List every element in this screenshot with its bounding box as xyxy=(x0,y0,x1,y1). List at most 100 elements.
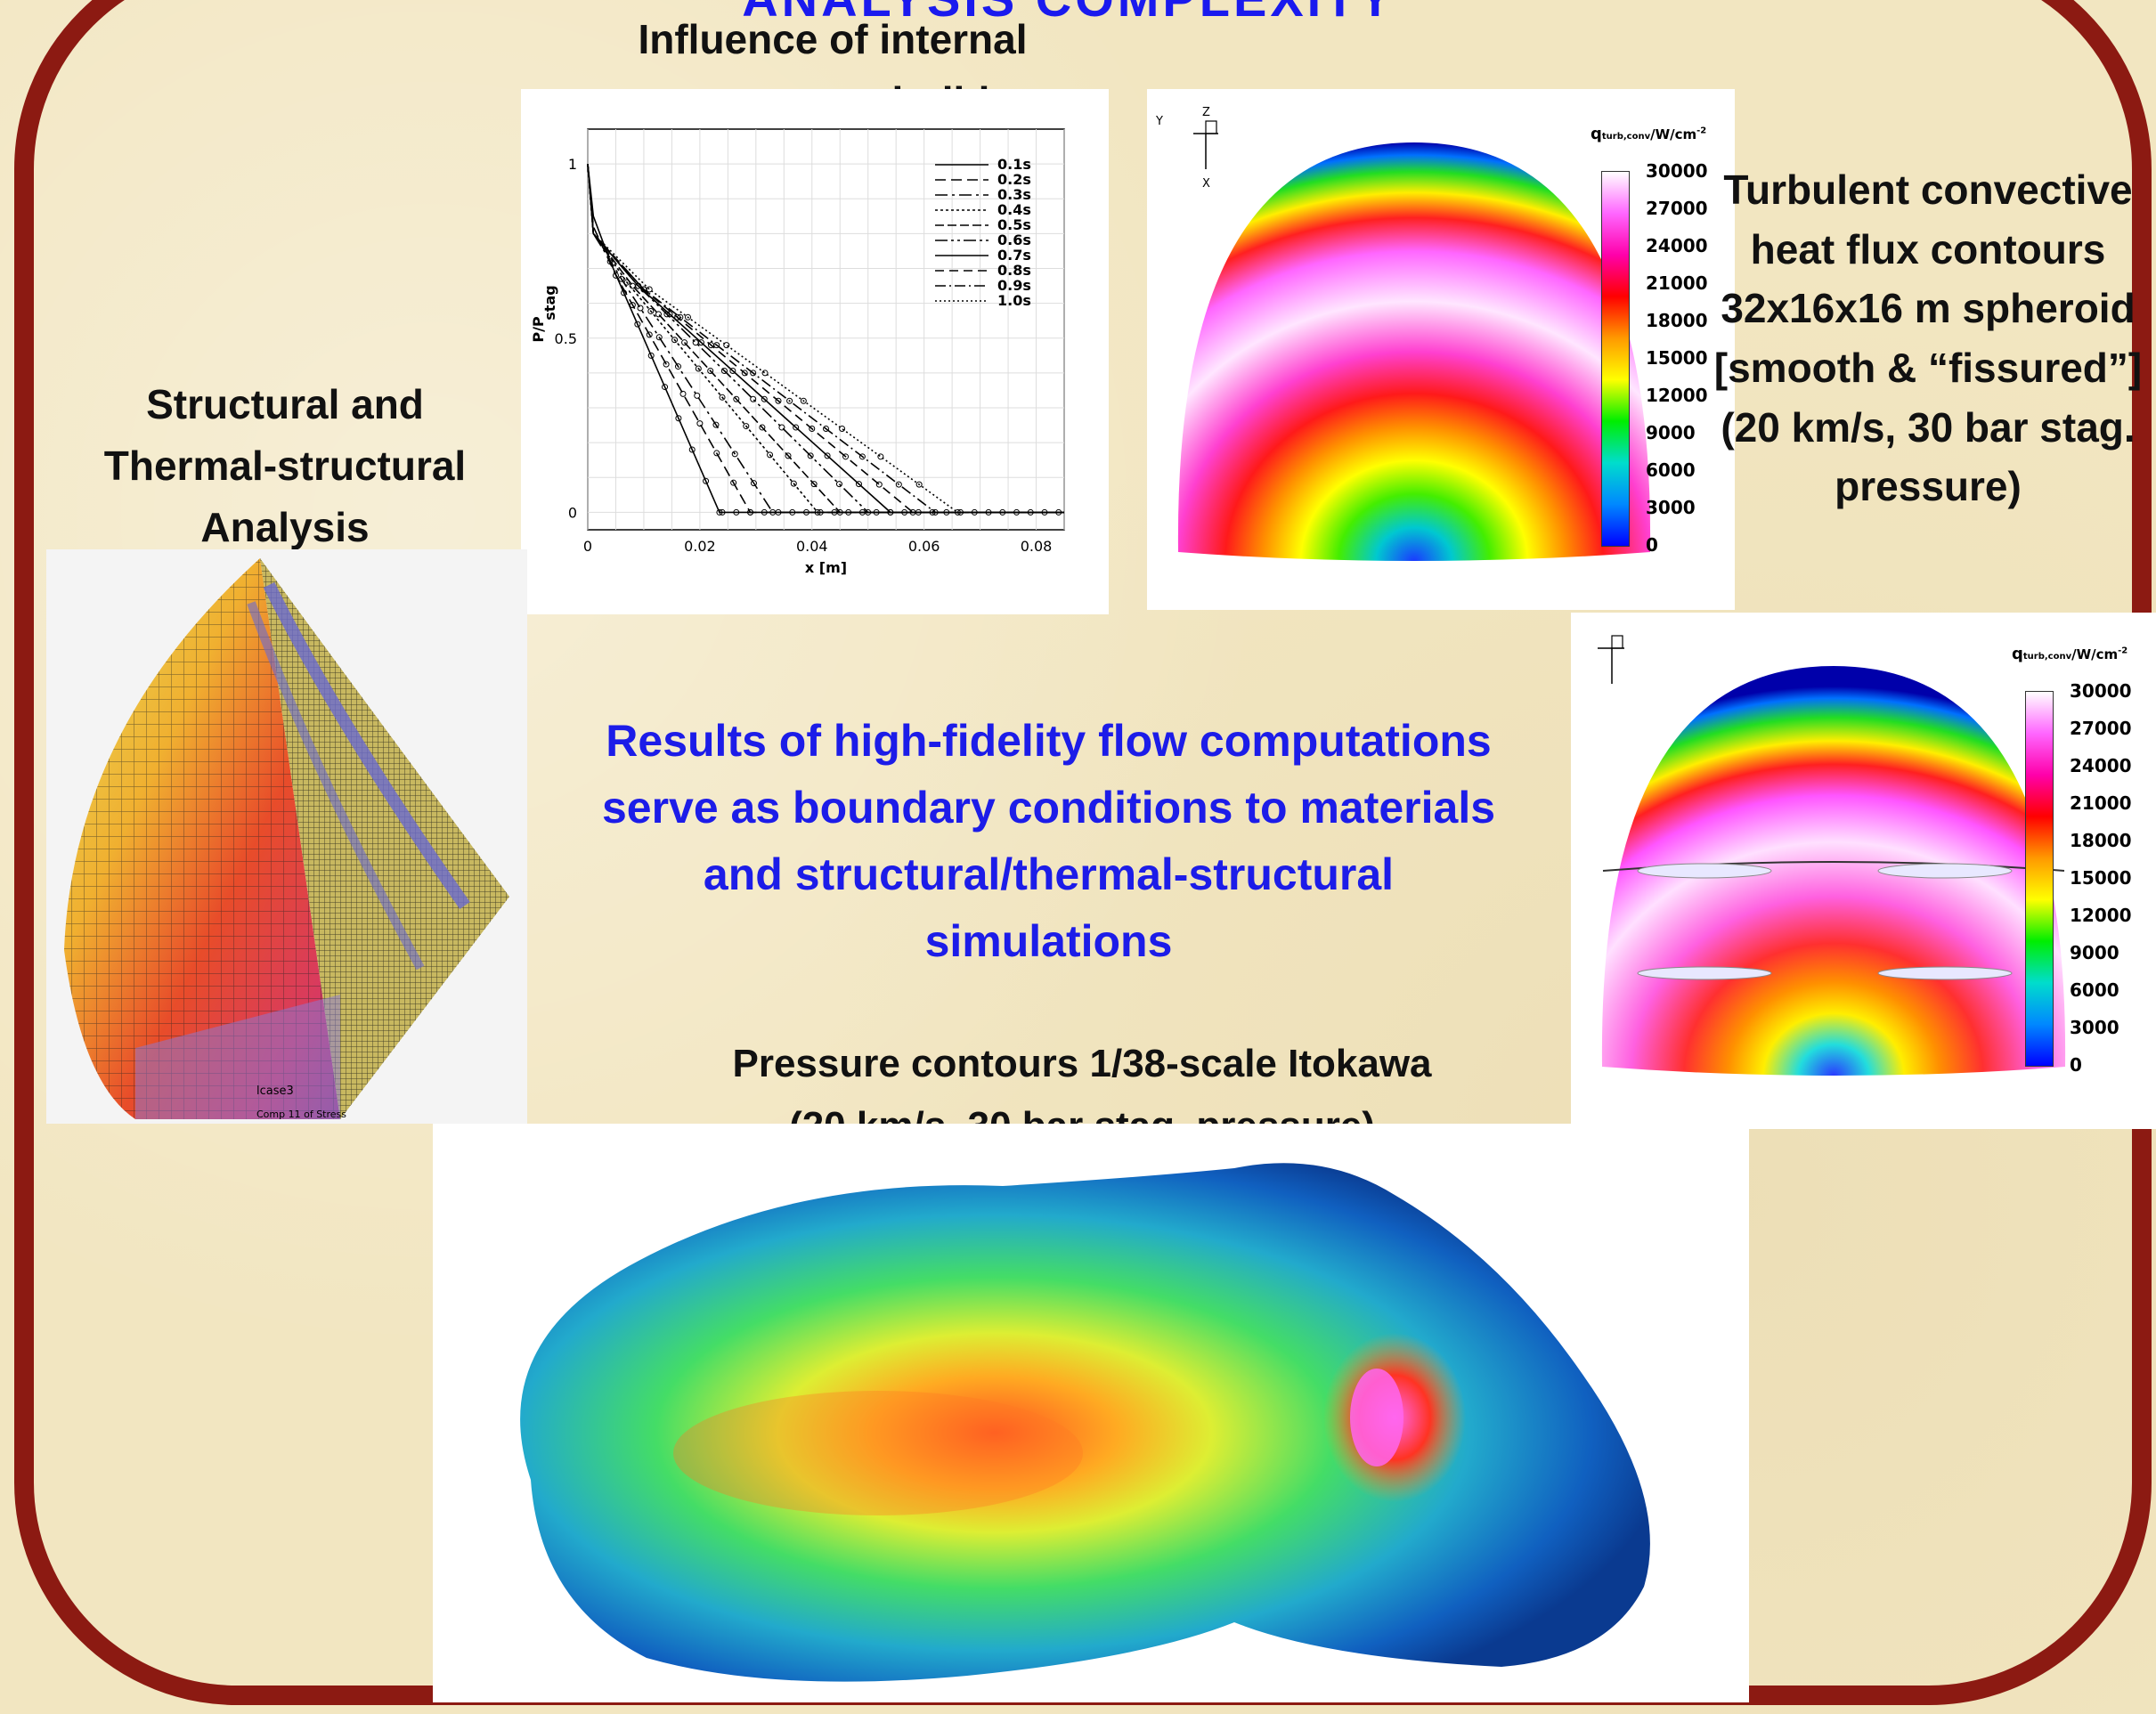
x-tick-label: 0.04 xyxy=(796,538,828,555)
series-marker xyxy=(662,384,669,391)
series-marker xyxy=(954,508,961,516)
colorbar-title-sup: -2 xyxy=(1696,126,1707,136)
series-marker xyxy=(655,311,662,318)
fissured-spheroid-panel: qturb,conv/W/cm-2 30000 27000 24000 21000 18… xyxy=(1571,613,2156,1129)
series-marker xyxy=(731,451,738,458)
series-marker xyxy=(671,337,679,344)
x-tick-label: 0 xyxy=(583,538,592,555)
y-axis-label: P/P xyxy=(530,316,547,343)
x-tick-label: 0.08 xyxy=(1021,538,1053,555)
series-marker xyxy=(761,370,769,377)
series-marker xyxy=(697,339,704,346)
legend-label: 0.5s xyxy=(997,216,1031,233)
series-marker xyxy=(793,424,800,431)
fem-mesh-image: lcase3 Comp 11 of Stress xyxy=(64,558,509,1120)
series-marker xyxy=(778,424,785,431)
colorbar-tick-label: 18000 xyxy=(2070,830,2132,851)
baseline-marker xyxy=(1055,508,1062,516)
structural-label-line3: Analysis xyxy=(200,504,370,550)
fem-panel: lcase3 Comp 11 of Stress xyxy=(46,549,527,1124)
legend-label: 0.9s xyxy=(997,277,1031,294)
colorbar-tick-label: 15000 xyxy=(1646,347,1708,369)
series-marker xyxy=(810,481,818,488)
fem-comp-label: Comp 11 of Stress xyxy=(256,1109,346,1120)
colorbar-tick-label: 0 xyxy=(2070,1054,2082,1076)
series-marker xyxy=(761,395,768,402)
baseline-marker xyxy=(1013,508,1020,516)
heat-flux-line3: 32x16x16 m spheroid xyxy=(1721,285,2136,332)
series-marker xyxy=(759,424,766,431)
colorbar-tick-label: 0 xyxy=(1646,534,1658,556)
series-marker xyxy=(743,423,750,430)
series-marker xyxy=(767,451,774,459)
series-marker xyxy=(637,305,644,312)
page-title-clip: ANALYSIS COMPLEXITY xyxy=(623,0,1514,23)
series-marker xyxy=(663,361,670,368)
legend-label: 0.4s xyxy=(997,201,1031,218)
y-tick-label: 1 xyxy=(568,156,577,173)
baseline-marker xyxy=(1027,508,1034,516)
series-marker xyxy=(877,453,884,460)
colorbar-tick-label: 30000 xyxy=(1646,160,1708,182)
legend-label: 1.0s xyxy=(997,292,1031,309)
y-tick-label: 0 xyxy=(568,504,577,521)
series-marker xyxy=(716,508,723,516)
baseline-marker xyxy=(999,508,1006,516)
itokawa-label-line1: Pressure contours 1/38-scale Itokawa xyxy=(732,1042,1432,1085)
y-axis-label-sub: stag xyxy=(541,285,558,320)
colorbar2-title-q: q xyxy=(2012,645,2023,663)
heat-flux-line6: pressure) xyxy=(1835,463,2022,510)
legend-label: 0.3s xyxy=(997,186,1031,203)
legend-label: 0.6s xyxy=(997,232,1031,248)
center-caption-line3: and structural/thermal-structural xyxy=(703,849,1395,899)
colorbar-gradient xyxy=(1601,171,1630,547)
baseline-marker xyxy=(1041,508,1048,516)
colorbar-title-unit: /W/cm xyxy=(1650,126,1697,142)
fissured-spheroid-image xyxy=(1598,635,2066,1076)
legend-label: 0.7s xyxy=(997,247,1031,264)
series-marker xyxy=(679,390,687,397)
series-marker xyxy=(895,481,902,488)
series-marker xyxy=(729,367,736,374)
heat-flux-line1: Turbulent convective xyxy=(1723,167,2133,213)
colorbar-title-sub: turb,conv xyxy=(1601,132,1651,142)
series-marker xyxy=(915,481,923,488)
colorbar2-title-sub: turb,conv xyxy=(2022,652,2072,662)
baseline-marker xyxy=(887,508,894,516)
baseline-marker xyxy=(957,508,964,516)
plot-area xyxy=(587,128,1065,531)
x-axis-label: x [m] xyxy=(805,559,847,576)
baseline-marker xyxy=(915,508,922,516)
series-marker xyxy=(681,339,688,346)
series-marker xyxy=(685,313,692,321)
colorbar-tick-label: 6000 xyxy=(2070,979,2119,1001)
center-caption-line4: simulations xyxy=(924,916,1173,966)
structural-label: Structural and Thermal-structural Analys… xyxy=(80,374,490,558)
baseline-marker xyxy=(831,508,838,516)
colorbar2-title-sup: -2 xyxy=(2118,646,2128,656)
series-marker xyxy=(858,453,866,460)
series-marker xyxy=(675,415,682,422)
heat-flux-label: Turbulent convective heat flux contours … xyxy=(1710,160,2146,516)
series-marker xyxy=(875,481,883,488)
series-marker xyxy=(719,394,726,401)
series-marker xyxy=(809,426,816,433)
y-tick-label: 0.5 xyxy=(555,330,577,347)
colorbar-title: qturb,conv/W/cm-2 xyxy=(1591,125,1733,143)
series-marker xyxy=(750,370,757,377)
series-marker xyxy=(695,365,702,372)
colorbar-title-q: q xyxy=(1591,125,1602,143)
series-marker xyxy=(713,342,720,349)
colorbar-tick-label: 3000 xyxy=(2070,1017,2119,1038)
series-marker xyxy=(703,477,710,484)
series-marker xyxy=(713,450,720,457)
series-marker xyxy=(839,426,846,433)
colorbar-tick-label: 12000 xyxy=(2070,905,2132,926)
series-marker xyxy=(855,481,862,488)
colorbar-tick-label: 9000 xyxy=(1646,422,1696,443)
series-marker xyxy=(785,452,792,459)
baseline-marker xyxy=(789,508,796,516)
series-marker xyxy=(750,480,757,487)
colorbar-tick-label: 27000 xyxy=(1646,198,1708,219)
